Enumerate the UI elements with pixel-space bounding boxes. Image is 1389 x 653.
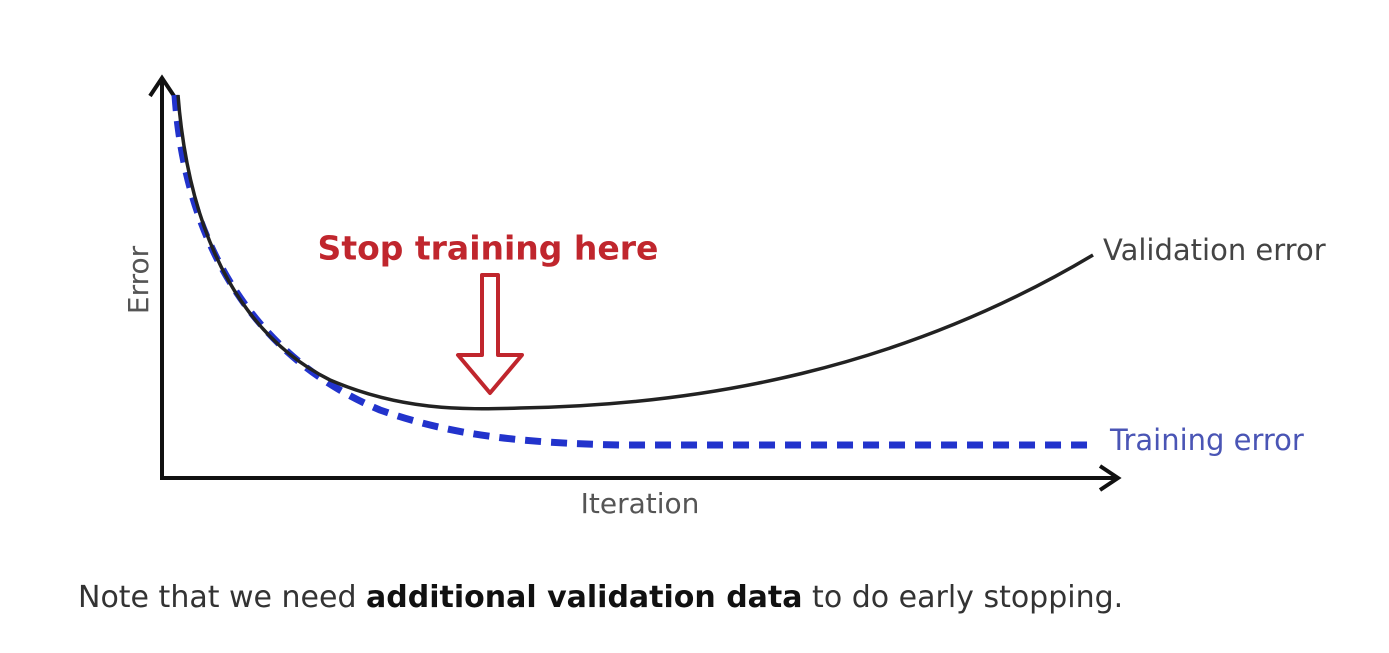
y-axis-label: Error bbox=[122, 245, 155, 314]
training-curve bbox=[171, 94, 1095, 449]
y-axis-arrow bbox=[148, 74, 176, 98]
validation-label: Validation error bbox=[1103, 233, 1326, 267]
note-text: Note that we need bbox=[78, 580, 366, 615]
note: Note that we need additional validation … bbox=[78, 580, 1123, 615]
note-text: to do early stopping. bbox=[803, 580, 1124, 615]
training-label: Training error bbox=[1109, 423, 1304, 457]
annotation: Stop training here bbox=[318, 229, 659, 268]
note-bold: additional validation data bbox=[366, 580, 802, 615]
x-axis-arrow bbox=[1098, 464, 1122, 492]
stop-arrow bbox=[456, 273, 524, 395]
validation-curve bbox=[176, 94, 1094, 411]
x-axis-label: Iteration bbox=[581, 487, 700, 520]
